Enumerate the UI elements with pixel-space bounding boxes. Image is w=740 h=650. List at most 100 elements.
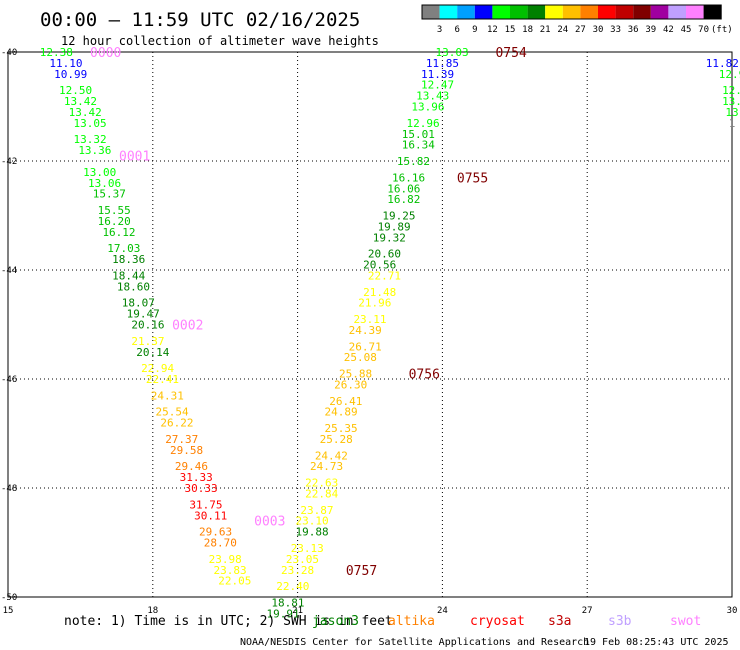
wave-height-label: 15.55	[98, 204, 131, 217]
wave-height-label: 31.33	[180, 471, 213, 484]
colorbar-tick-label: 33	[610, 25, 621, 35]
colorbar-unit: (ft)	[711, 25, 733, 35]
wave-height-label: 15.37	[93, 188, 126, 201]
x-tick-label: 24	[437, 606, 448, 616]
wave-height-label: 13.96	[411, 101, 444, 114]
wave-height-label: 21.37	[131, 335, 164, 348]
wave-height-label: 1	[729, 117, 736, 130]
wave-height-label: 12.50	[59, 84, 92, 97]
colorbar-tick-label: 6	[454, 25, 459, 35]
wave-height-label: 12.96	[407, 117, 440, 130]
plot-frame	[7, 51, 733, 598]
wave-height-label: 21.48	[363, 286, 396, 299]
wave-height-label: 11.39	[421, 68, 454, 81]
wave-height-label: 31.75	[189, 498, 222, 511]
wave-height-label: 12.38	[40, 46, 73, 59]
wave-height-label: 18.81	[271, 596, 304, 609]
wave-height-label: 24.89	[324, 406, 357, 419]
wave-height-label: 29.58	[170, 444, 203, 457]
colorbar-swatch	[457, 5, 475, 19]
colorbar-swatch	[510, 5, 528, 19]
wave-height-label: 23.83	[213, 564, 246, 577]
wave-height-label: 19.25	[382, 210, 415, 223]
data-points: 12.3811.1010.9912.5013.4213.4213.0513.32…	[40, 46, 740, 620]
y-tick-label: -44	[1, 266, 17, 276]
colorbar-swatch	[598, 5, 616, 19]
wave-height-label: 15.01	[402, 128, 435, 141]
wave-height-label: 24.73	[310, 460, 343, 473]
time-label: 0754	[495, 46, 526, 61]
wave-height-label: 23.10	[296, 515, 329, 528]
wave-height-label: 29.46	[175, 460, 208, 473]
wave-height-label: 25.54	[156, 406, 189, 419]
y-tick-label: -42	[1, 157, 17, 167]
wave-height-label: 25.88	[339, 368, 372, 381]
chart-subtitle: 12 hour collection of altimeter wave hei…	[61, 34, 379, 48]
wave-height-label: 19.88	[296, 526, 329, 539]
colorbar-tick-label: 24	[557, 25, 568, 35]
axis-ticks: 15 18 21 24 27 30 -40 -42 -44 -46 -48 -50	[1, 48, 737, 616]
colorbar-tick-label: 15	[505, 25, 516, 35]
wave-height-label: 20.14	[136, 346, 169, 359]
wave-height-label: 15.82	[397, 155, 430, 168]
colorbar-swatch	[650, 5, 669, 19]
time-label: 0756	[409, 368, 440, 383]
wave-height-label: 19.47	[127, 308, 160, 321]
wave-height-label: 26.22	[160, 417, 193, 430]
y-tick-label: -46	[1, 375, 17, 385]
wave-height-label: 17.03	[107, 242, 140, 255]
wave-height-label: 23.13	[291, 542, 324, 555]
colorbar-swatch	[492, 5, 510, 19]
wave-height-label: 26.41	[329, 395, 362, 408]
wave-height-label: 13.00	[83, 166, 116, 179]
wave-height-label: 24.42	[315, 449, 348, 462]
satellite-legend-item: swot	[670, 614, 701, 629]
wave-height-label: 16.20	[98, 215, 131, 228]
wave-height-label: 18.44	[112, 269, 145, 282]
wave-height-label: 25.35	[324, 422, 357, 435]
wave-height-label: 21.96	[358, 297, 391, 310]
wave-height-label: 16.34	[402, 139, 435, 152]
wave-height-label: 12.9	[719, 68, 740, 81]
wave-height-label: 13	[725, 106, 738, 119]
wave-height-label: 13.32	[73, 133, 106, 146]
wave-height-label: 13.05	[73, 117, 106, 130]
colorbar-tick-label: 9	[472, 25, 477, 35]
wave-height-label: 30.11	[194, 509, 227, 522]
colorbar-tick-label: 30	[593, 25, 604, 35]
wave-height-label: 26.71	[349, 340, 382, 353]
wave-height-label: 12.	[722, 84, 740, 97]
wave-height-label: 11.10	[49, 57, 82, 70]
wave-height-label: 11.82	[706, 57, 739, 70]
chart-title: 00:00 – 11:59 UTC 02/16/2025	[40, 9, 360, 31]
wave-height-label: 13.42	[64, 95, 97, 108]
colorbar-tick-label: 42	[663, 25, 674, 35]
colorbar-tick-label: 39	[645, 25, 656, 35]
colorbar-swatch	[562, 5, 581, 19]
satellite-legend-item: jason3	[312, 614, 359, 629]
wave-height-label: 26.30	[334, 378, 367, 391]
wave-height-label: 25.08	[344, 351, 377, 364]
colorbar-swatch	[686, 5, 704, 19]
colorbar-swatch	[527, 5, 546, 19]
x-tick-label: 30	[727, 606, 738, 616]
time-label: 0757	[346, 564, 377, 579]
wave-height-label: 19.32	[373, 231, 406, 244]
colorbar-swatch	[439, 5, 458, 19]
satellite-legend-item: s3b	[608, 614, 632, 629]
time-label: 0001	[119, 150, 150, 165]
colorbar-tick-label: 21	[540, 25, 551, 35]
wave-height-label: 12.47	[421, 79, 454, 92]
wave-height-label: 13.06	[88, 177, 121, 190]
wave-height-label: 22.40	[276, 580, 309, 593]
x-tick-label: 21	[292, 606, 303, 616]
wave-height-label: 10.99	[54, 68, 87, 81]
colorbar-swatch	[545, 5, 563, 19]
wave-height-label: 18.36	[112, 253, 145, 266]
colorbar-swatch	[422, 5, 440, 19]
wave-height-label: 28.70	[204, 537, 237, 550]
wave-height-label: 27.37	[165, 433, 198, 446]
wave-height-label: 16.82	[387, 193, 420, 206]
wave-height-label: 18.07	[122, 297, 155, 310]
